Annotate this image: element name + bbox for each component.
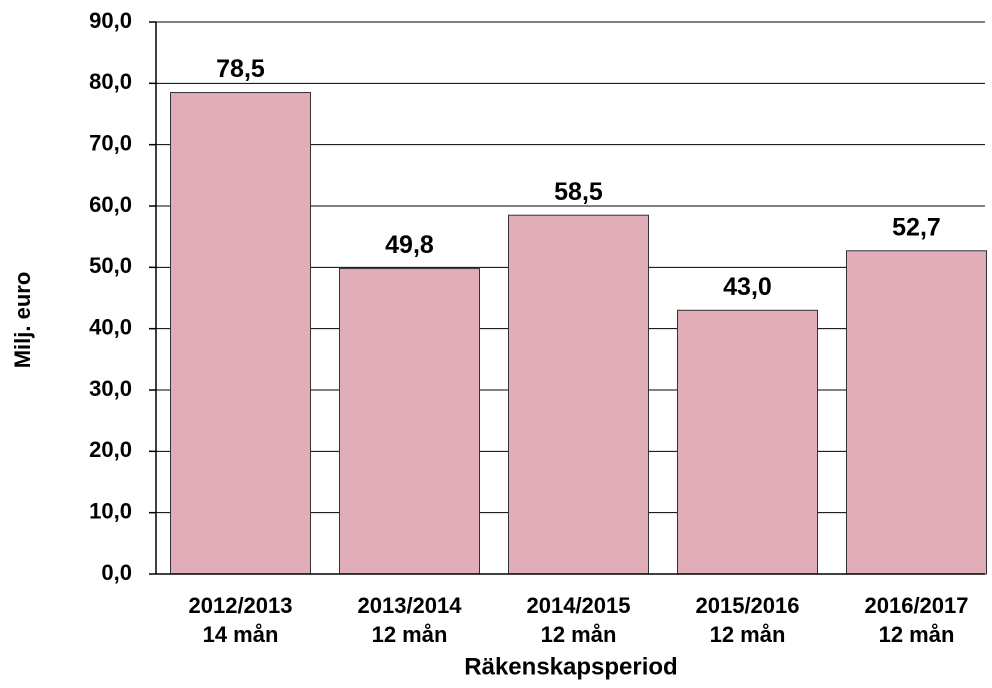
y-tick-label: 80,0 [89, 69, 132, 94]
x-tick-label: 2016/2017 12 mån [864, 593, 969, 647]
bar [170, 92, 311, 575]
y-tick-label: 40,0 [89, 314, 132, 339]
x-tick-label: 2015/2016 12 mån [695, 593, 800, 647]
x-tick-label: 2014/2015 12 mån [526, 593, 631, 647]
x-tick-label: 2012/2013 14 mån [188, 593, 293, 647]
y-axis-title: Milj. euro [10, 272, 35, 369]
y-tick-label: 90,0 [89, 8, 132, 33]
y-tick-label: 30,0 [89, 376, 132, 401]
x-tick-label: 2013/2014 12 mån [357, 593, 462, 647]
y-tick-label: 20,0 [89, 437, 132, 462]
value-label: 52,7 [892, 213, 941, 241]
value-label: 78,5 [216, 55, 265, 83]
y-tick-label: 70,0 [89, 130, 132, 155]
bar [508, 214, 649, 575]
bar [846, 250, 987, 575]
value-label: 49,8 [385, 231, 434, 259]
y-tick-label: 50,0 [89, 253, 132, 278]
bar [339, 268, 480, 575]
y-tick-label: 60,0 [89, 192, 132, 217]
bar [677, 309, 818, 575]
y-tick-label: 0,0 [101, 560, 132, 585]
x-axis-title: Räkenskapsperiod [464, 653, 677, 680]
y-tick-label: 10,0 [89, 498, 132, 523]
value-label: 43,0 [723, 273, 772, 301]
value-label: 58,5 [554, 178, 603, 206]
